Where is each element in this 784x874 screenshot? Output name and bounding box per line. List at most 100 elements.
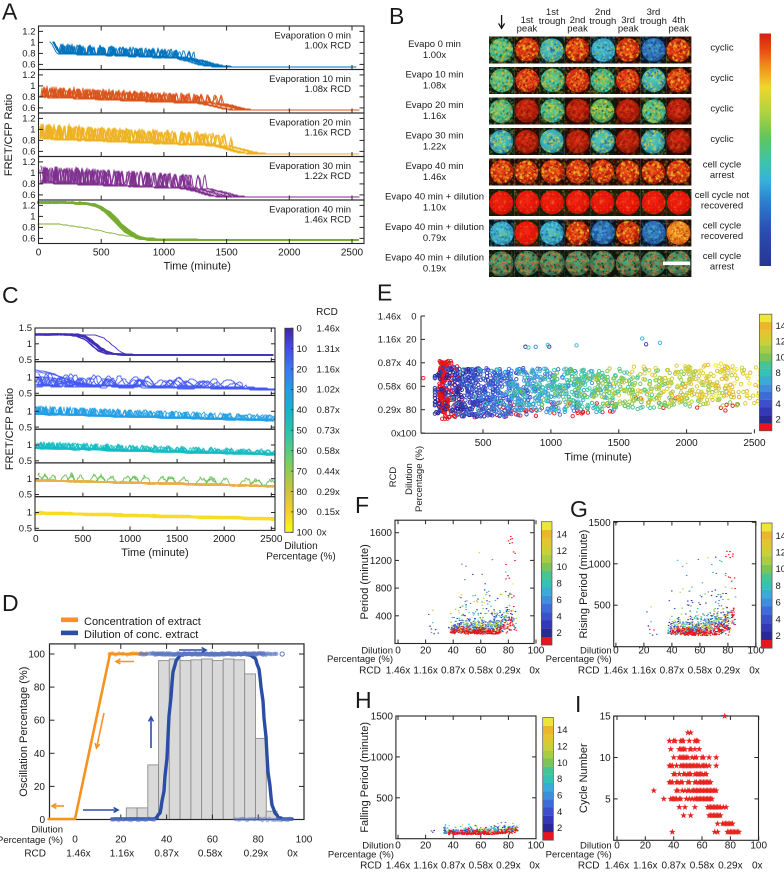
svg-text:100: 100 <box>28 650 45 661</box>
svg-text:80: 80 <box>503 646 515 657</box>
svg-text:1: 1 <box>27 508 32 519</box>
svg-text:500: 500 <box>594 601 611 612</box>
svg-text:2000: 2000 <box>213 534 236 545</box>
svg-text:1: 1 <box>27 406 32 417</box>
svg-text:100: 100 <box>297 528 313 539</box>
svg-text:Period (minute): Period (minute) <box>359 544 371 619</box>
svg-text:Dilution: Dilution <box>404 463 415 495</box>
svg-text:2nd: 2nd <box>595 7 611 18</box>
svg-text:0.29x: 0.29x <box>718 861 742 872</box>
svg-text:0.87x: 0.87x <box>154 849 178 860</box>
svg-text:Dilution: Dilution <box>362 841 394 852</box>
svg-text:1500: 1500 <box>166 534 189 545</box>
svg-text:80: 80 <box>34 683 46 694</box>
svg-text:Evaporation 20 min: Evaporation 20 min <box>269 118 351 129</box>
svg-text:1000: 1000 <box>588 559 611 570</box>
svg-text:Dilution of conc. extract: Dilution of conc. extract <box>84 629 198 641</box>
svg-text:500: 500 <box>75 534 92 545</box>
svg-text:Time (minute): Time (minute) <box>121 547 188 559</box>
svg-text:50: 50 <box>297 426 308 437</box>
svg-text:cell cycle: cell cycle <box>703 251 742 262</box>
svg-text:0.5: 0.5 <box>19 523 32 534</box>
svg-text:10: 10 <box>297 344 308 355</box>
svg-text:1.08x RCD: 1.08x RCD <box>305 84 352 95</box>
svg-text:cell cycle: cell cycle <box>703 221 742 232</box>
svg-text:1: 1 <box>30 168 35 179</box>
svg-text:1.16x: 1.16x <box>633 861 657 872</box>
svg-text:1.2: 1.2 <box>22 27 35 38</box>
svg-text:trough: trough <box>640 16 667 27</box>
svg-text:Percentage (%): Percentage (%) <box>546 849 612 860</box>
svg-text:0.6: 0.6 <box>22 60 35 71</box>
svg-text:0: 0 <box>613 646 619 657</box>
svg-text:100: 100 <box>748 646 765 657</box>
svg-text:40: 40 <box>448 841 460 852</box>
svg-text:RCD: RCD <box>388 467 399 488</box>
svg-text:1.46x: 1.46x <box>604 665 628 676</box>
svg-text:peak: peak <box>618 24 639 35</box>
svg-text:0.87x: 0.87x <box>441 665 465 676</box>
svg-text:0.58x: 0.58x <box>378 382 401 393</box>
svg-text:2000: 2000 <box>278 248 301 259</box>
svg-text:1.08x: 1.08x <box>423 81 446 92</box>
svg-text:Evapo 40 min + dilution: Evapo 40 min + dilution <box>385 222 484 233</box>
svg-text:60: 60 <box>696 841 708 852</box>
svg-text:0.73x: 0.73x <box>317 426 340 437</box>
svg-text:arrest: arrest <box>710 262 735 273</box>
svg-text:80: 80 <box>297 487 308 498</box>
svg-text:1st: 1st <box>521 15 534 26</box>
svg-text:2500: 2500 <box>341 248 364 259</box>
svg-text:1500: 1500 <box>608 438 631 449</box>
svg-text:100: 100 <box>296 835 313 846</box>
svg-text:20: 20 <box>420 646 432 657</box>
svg-text:0.87x: 0.87x <box>378 358 401 369</box>
svg-text:0.5: 0.5 <box>19 422 32 433</box>
svg-text:0.8: 0.8 <box>22 136 35 147</box>
svg-text:0.58x: 0.58x <box>198 849 222 860</box>
svg-text:6: 6 <box>557 595 562 606</box>
svg-text:0.5: 0.5 <box>19 355 32 366</box>
svg-text:1.00x: 1.00x <box>423 50 446 61</box>
svg-text:1.16x: 1.16x <box>317 364 340 375</box>
svg-text:14: 14 <box>776 531 784 542</box>
svg-text:1: 1 <box>30 38 35 49</box>
svg-text:5: 5 <box>605 794 611 805</box>
svg-text:12: 12 <box>557 741 568 752</box>
svg-text:1.16x: 1.16x <box>423 111 446 122</box>
svg-text:20: 20 <box>638 646 650 657</box>
svg-text:2000: 2000 <box>675 438 698 449</box>
svg-text:RCD: RCD <box>360 861 382 872</box>
svg-text:60: 60 <box>34 716 46 727</box>
svg-text:1.16x: 1.16x <box>378 335 401 346</box>
svg-text:0.8: 0.8 <box>22 179 35 190</box>
svg-text:60: 60 <box>475 841 487 852</box>
svg-text:80: 80 <box>725 841 737 852</box>
svg-text:0.15x: 0.15x <box>317 507 340 518</box>
svg-text:0.87x: 0.87x <box>441 861 465 872</box>
svg-text:RCD: RCD <box>316 307 338 318</box>
svg-text:1200: 1200 <box>370 556 393 567</box>
svg-text:0.5: 0.5 <box>19 456 32 467</box>
svg-text:20: 20 <box>115 835 127 846</box>
svg-text:6: 6 <box>776 383 781 394</box>
svg-text:4: 4 <box>776 399 781 410</box>
svg-text:Evaporation 30 min: Evaporation 30 min <box>269 161 351 172</box>
svg-text:0: 0 <box>395 841 401 852</box>
svg-text:1.46x: 1.46x <box>386 861 410 872</box>
svg-text:1.46x: 1.46x <box>378 311 401 322</box>
svg-text:14: 14 <box>557 725 568 736</box>
svg-text:1500: 1500 <box>371 712 394 723</box>
svg-text:Dilution: Dilution <box>361 646 393 657</box>
svg-text:Falling Period (minute): Falling Period (minute) <box>359 722 371 833</box>
svg-text:15: 15 <box>600 712 612 723</box>
svg-text:40: 40 <box>448 646 460 657</box>
svg-text:Dilution: Dilution <box>31 825 63 836</box>
svg-text:0.5: 0.5 <box>19 490 32 501</box>
svg-text:1000: 1000 <box>540 438 563 449</box>
svg-text:0.87x: 0.87x <box>317 405 340 416</box>
svg-text:1600: 1600 <box>370 528 393 539</box>
svg-text:1.46x: 1.46x <box>317 324 340 335</box>
svg-text:cell cycle not: cell cycle not <box>695 190 750 201</box>
svg-text:40: 40 <box>297 405 308 416</box>
svg-text:Percentage (%): Percentage (%) <box>266 552 335 563</box>
